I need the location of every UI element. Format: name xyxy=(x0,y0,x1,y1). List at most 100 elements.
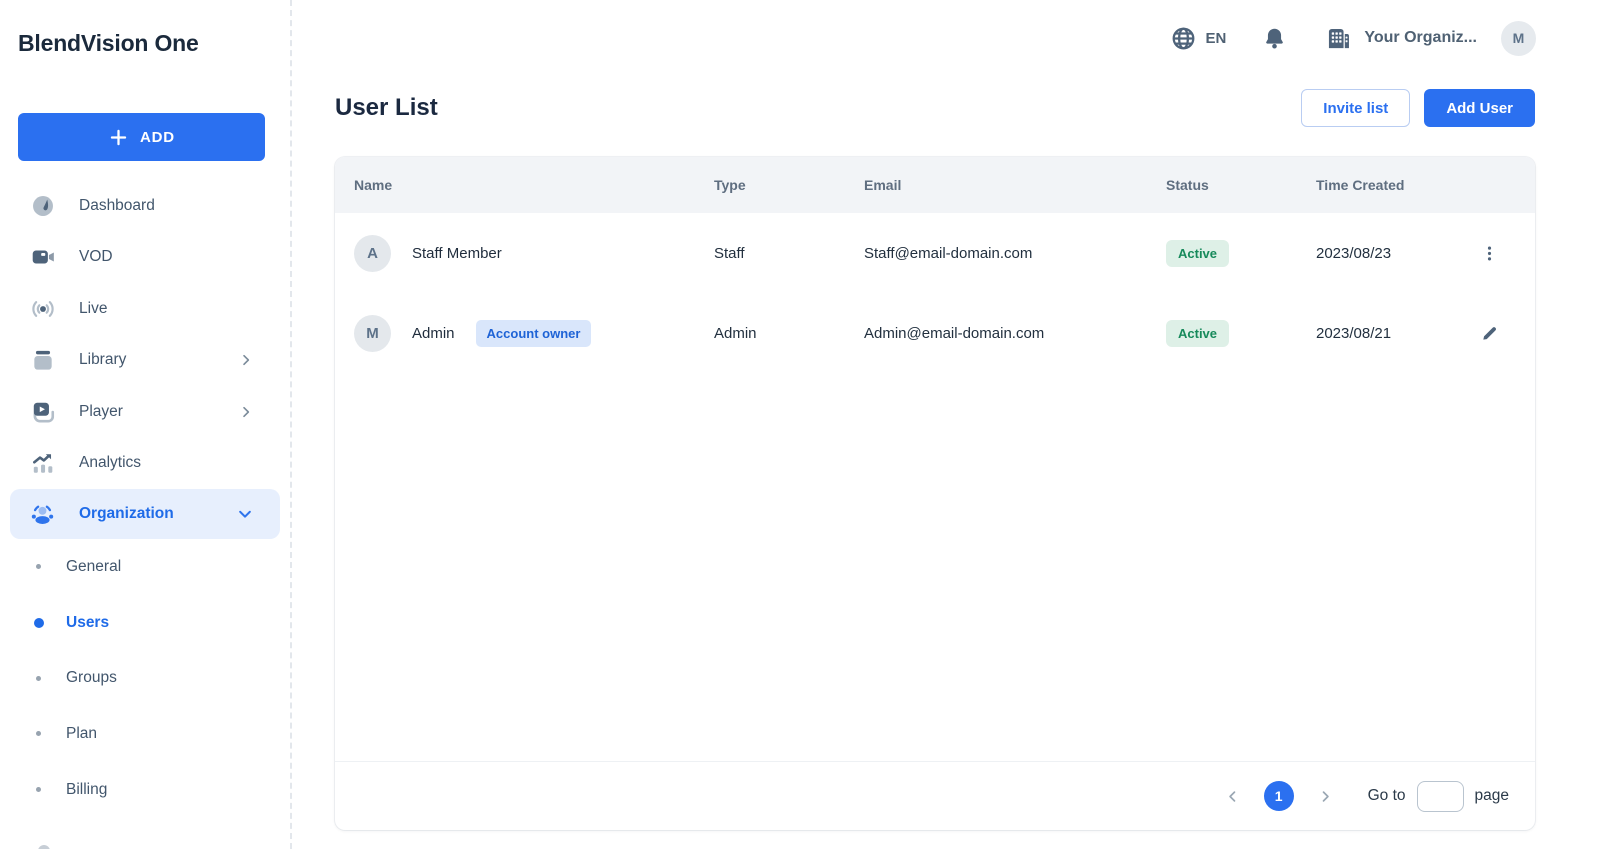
notifications-button[interactable] xyxy=(1262,26,1287,51)
user-type: Staff xyxy=(714,244,745,262)
user-avatar-button[interactable]: M xyxy=(1501,20,1536,56)
column-header-time-created: Time Created xyxy=(1316,177,1405,193)
avatar-initial: M xyxy=(1512,30,1525,46)
user-email: Admin@email-domain.com xyxy=(864,324,1045,342)
row-menu-button[interactable] xyxy=(1476,240,1503,267)
video-camera-icon xyxy=(29,244,56,271)
goto-label: Go to xyxy=(1367,787,1406,804)
chevron-down-icon xyxy=(236,505,254,523)
sidebar-subitem-label: Groups xyxy=(66,669,117,687)
building-icon xyxy=(1325,25,1352,52)
kebab-menu-icon xyxy=(1480,244,1499,263)
avatar: A xyxy=(354,234,391,272)
language-selector[interactable]: EN xyxy=(1170,25,1227,52)
time-created: 2023/08/23 xyxy=(1316,244,1392,262)
next-page-button[interactable] xyxy=(1313,784,1338,809)
sidebar-item-label: Library xyxy=(79,351,127,369)
column-header-name: Name xyxy=(354,177,393,193)
bullet-dot-icon xyxy=(36,675,41,681)
page-title: User List xyxy=(335,94,438,121)
sidebar-subitem-billing[interactable]: Billing xyxy=(0,762,290,818)
organization-name: Your Organiz... xyxy=(1364,29,1477,46)
topbar: EN Your Organiz... M xyxy=(292,0,1600,76)
sidebar-item-label: Player xyxy=(79,402,123,420)
avatar: M xyxy=(354,314,391,352)
table-header-row: Name Type Email Status Time Created xyxy=(335,157,1535,213)
gauge-icon xyxy=(29,192,56,219)
sidebar-item-label: VOD xyxy=(79,248,113,266)
goto-page-input[interactable] xyxy=(1416,780,1464,812)
sidebar-subitem-plan[interactable]: Plan xyxy=(0,706,290,762)
invite-list-button[interactable]: Invite list xyxy=(1301,89,1411,127)
bullet-dot-icon xyxy=(36,564,41,570)
sidebar-subitem-groups[interactable]: Groups xyxy=(0,650,290,706)
column-header-status: Status xyxy=(1166,177,1209,193)
status-cell: Active xyxy=(1166,239,1316,267)
chevron-right-icon xyxy=(1317,788,1334,805)
organization-people-icon xyxy=(29,501,56,528)
sidebar-nav: Dashboard VOD Live Library xyxy=(0,180,290,817)
language-label: EN xyxy=(1205,29,1227,47)
name-cell: M Admin Account owner xyxy=(335,314,714,352)
chevron-right-icon xyxy=(238,404,254,420)
sidebar: BlendVision One ADD Dashboard VOD Live xyxy=(0,0,292,849)
previous-page-button[interactable] xyxy=(1220,784,1245,809)
sidebar-item-partial xyxy=(38,845,50,849)
player-icon xyxy=(29,398,56,425)
sidebar-item-library[interactable]: Library xyxy=(0,335,290,387)
main-content: EN Your Organiz... M User List Invite li… xyxy=(292,0,1600,849)
status-cell: Active xyxy=(1166,319,1316,347)
table-body: A Staff Member Staff Staff@email-domain.… xyxy=(335,213,1535,373)
status-badge: Active xyxy=(1166,239,1230,267)
library-stack-icon xyxy=(29,347,56,374)
name-cell: A Staff Member xyxy=(335,234,714,272)
chevron-right-icon xyxy=(238,352,254,368)
sidebar-item-live[interactable]: Live xyxy=(0,283,290,335)
pagination: 1 Go to page xyxy=(335,761,1535,830)
column-header-email: Email xyxy=(864,177,902,193)
app-logo: BlendVision One xyxy=(18,30,199,56)
pencil-icon xyxy=(1480,324,1499,343)
title-row: User List Invite list Add User xyxy=(292,76,1600,127)
bullet-dot-icon xyxy=(36,787,41,793)
sidebar-item-label: Dashboard xyxy=(79,196,155,214)
sidebar-item-player[interactable]: Player xyxy=(0,386,290,438)
page-label: page xyxy=(1474,787,1509,804)
user-name: Admin xyxy=(412,324,455,342)
organization-switcher[interactable]: Your Organiz... xyxy=(1325,25,1477,52)
chevron-left-icon xyxy=(1224,788,1241,805)
sidebar-item-vod[interactable]: VOD xyxy=(0,232,290,284)
sidebar-subitem-users[interactable]: Users xyxy=(0,595,290,651)
add-button-label: ADD xyxy=(140,128,175,146)
sidebar-item-label: Live xyxy=(79,299,108,317)
user-name: Staff Member xyxy=(412,244,502,262)
sidebar-item-label: Organization xyxy=(79,505,174,522)
add-button[interactable]: ADD xyxy=(18,113,265,161)
sidebar-item-dashboard[interactable]: Dashboard xyxy=(0,180,290,232)
table-row: A Staff Member Staff Staff@email-domain.… xyxy=(335,213,1535,293)
analytics-chart-icon xyxy=(29,450,56,477)
sidebar-subitem-label: Users xyxy=(66,613,110,631)
time-created: 2023/08/21 xyxy=(1316,324,1392,342)
sidebar-subitem-label: General xyxy=(66,557,122,575)
status-badge: Active xyxy=(1166,319,1230,347)
page-number-button[interactable]: 1 xyxy=(1263,781,1294,811)
add-user-button[interactable]: Add User xyxy=(1424,89,1535,127)
plus-icon xyxy=(108,127,129,148)
sidebar-subitem-label: Billing xyxy=(66,780,108,798)
bullet-dot-icon xyxy=(36,731,41,737)
sidebar-item-analytics[interactable]: Analytics xyxy=(0,438,290,490)
bullet-dot-icon xyxy=(34,617,44,628)
table-row: M Admin Account owner Admin Admin@email-… xyxy=(335,293,1535,373)
sidebar-subitem-label: Plan xyxy=(66,724,98,742)
bell-icon xyxy=(1262,26,1287,51)
column-header-type: Type xyxy=(714,177,746,193)
row-edit-button[interactable] xyxy=(1476,320,1503,347)
broadcast-icon xyxy=(29,295,56,322)
sidebar-item-label: Analytics xyxy=(79,454,142,472)
globe-icon xyxy=(1170,25,1197,52)
user-type: Admin xyxy=(714,324,757,342)
sidebar-item-organization[interactable]: Organization xyxy=(10,489,280,539)
sidebar-subitem-general[interactable]: General xyxy=(0,539,290,595)
user-table-card: Name Type Email Status Time Created A St… xyxy=(335,157,1535,830)
